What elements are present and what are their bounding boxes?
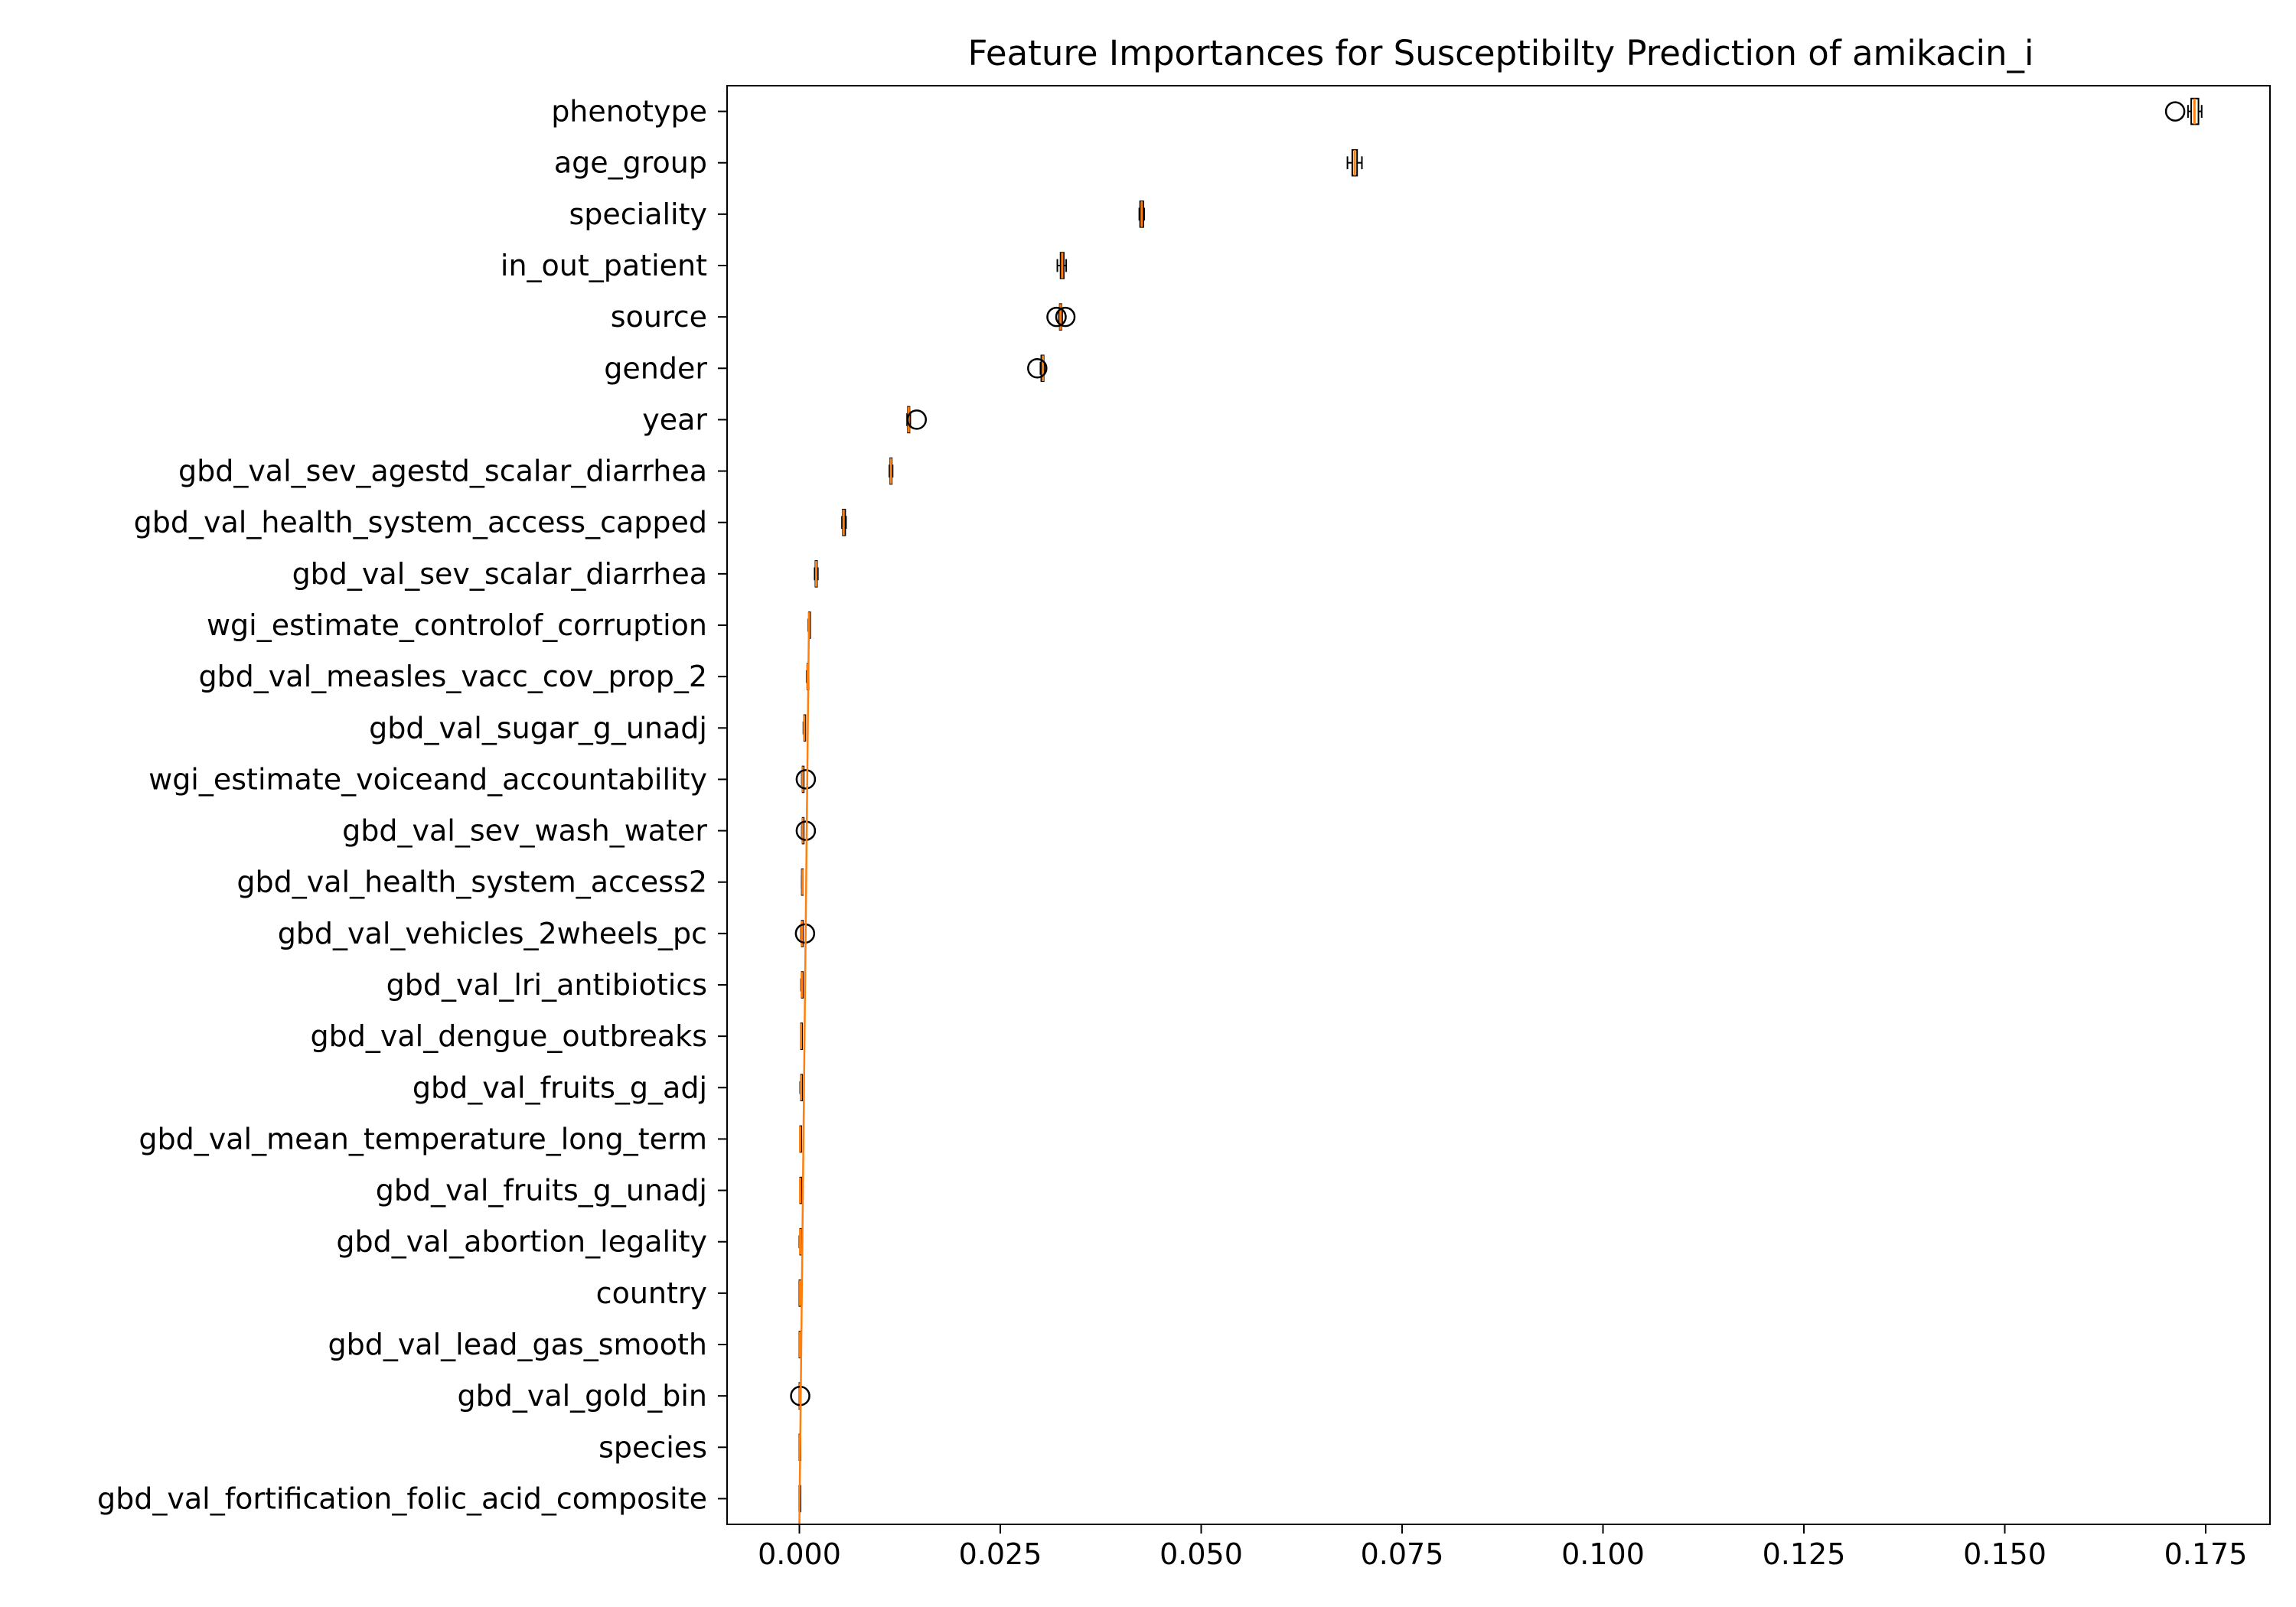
box-gbd_val_abortion_legality bbox=[798, 1227, 803, 1256]
outlier-point bbox=[1027, 358, 1048, 379]
y-tick-label: gbd_val_fruits_g_adj bbox=[413, 1071, 707, 1104]
outlier-point bbox=[906, 409, 928, 430]
x-tick-label: 0.025 bbox=[959, 1537, 1042, 1571]
box-gbd_val_health_system_access_capped bbox=[841, 508, 847, 536]
box-in_out_patient bbox=[1056, 252, 1068, 279]
box-source bbox=[1046, 303, 1076, 331]
y-tick-label: gbd_val_abortion_legality bbox=[336, 1225, 707, 1259]
y-tick-label: gbd_val_sev_agestd_scalar_diarrhea bbox=[178, 455, 707, 488]
y-tick-label: wgi_estimate_voiceand_accountability bbox=[148, 762, 707, 796]
y-tick-label: gbd_val_lri_antibiotics bbox=[386, 968, 707, 1002]
box-gbd_val_dengue_outbreaks bbox=[800, 1022, 804, 1050]
x-tick-label: 0.000 bbox=[758, 1537, 841, 1571]
box-gbd_val_fruits_g_adj bbox=[799, 1074, 804, 1102]
box-gender bbox=[1027, 354, 1048, 383]
box-gbd_val_sev_scalar_diarrhea bbox=[814, 560, 819, 588]
outlier-point bbox=[1046, 306, 1067, 328]
plot-area bbox=[790, 97, 2203, 1525]
y-tick-label: gbd_val_gold_bin bbox=[457, 1379, 707, 1413]
median-trace bbox=[798, 612, 810, 1525]
y-tick-label: gbd_val_health_system_access2 bbox=[236, 865, 707, 899]
x-tick-label: 0.175 bbox=[2164, 1537, 2248, 1571]
axes-frame bbox=[726, 85, 2271, 1525]
box-gbd_val_fruits_g_unadj bbox=[799, 1176, 803, 1204]
y-tick-label: gender bbox=[604, 351, 707, 385]
y-tick-label: gbd_val_sugar_g_unadj bbox=[369, 711, 707, 745]
y-tick-label: source bbox=[611, 300, 707, 334]
box-gbd_val_lri_antibiotics bbox=[800, 971, 804, 999]
chart-title: Feature Importances for Susceptibilty Pr… bbox=[967, 33, 2033, 73]
y-tick-label: gbd_val_health_system_access_capped bbox=[134, 506, 707, 539]
outlier-point bbox=[795, 769, 817, 790]
x-axis: 0.000 0.025 0.050 0.075 0.100 0.125 0.150 0.175 bbox=[758, 1524, 2247, 1571]
box-wgi_estimate_voiceand_accountability bbox=[795, 765, 817, 794]
y-tick-label: age_group bbox=[554, 146, 707, 180]
box-gbd_val_vehicles_2wheels_pc bbox=[794, 920, 816, 947]
y-tick-label: gbd_val_lead_gas_smooth bbox=[328, 1328, 707, 1361]
y-tick-label: phenotype bbox=[551, 95, 707, 129]
y-tick-label: gbd_val_sev_scalar_diarrhea bbox=[292, 557, 707, 591]
y-tick-label: gbd_val_measles_vacc_cov_prop_2 bbox=[198, 660, 707, 693]
box-year bbox=[906, 406, 928, 434]
box-gbd_val_mean_temperature_long_term bbox=[799, 1125, 803, 1153]
box-gbd_val_sugar_g_unadj bbox=[802, 714, 807, 742]
x-tick-label: 0.150 bbox=[1963, 1537, 2047, 1571]
box-country bbox=[798, 1279, 802, 1307]
box-age_group bbox=[1346, 148, 1363, 177]
y-tick-label: gbd_val_mean_temperature_long_term bbox=[139, 1122, 707, 1156]
x-tick-label: 0.050 bbox=[1159, 1537, 1243, 1571]
y-tick-label: country bbox=[596, 1276, 707, 1310]
box-phenotype bbox=[2164, 97, 2203, 125]
box-speciality bbox=[1138, 200, 1145, 228]
box-gbd_val_sev_agestd_scalar_diarrhea bbox=[889, 457, 894, 485]
y-tick-label: gbd_val_fortification_folic_acid_composi… bbox=[97, 1482, 707, 1515]
y-tick-label: wgi_estimate_controlof_corruption bbox=[207, 608, 707, 642]
y-tick-label: speciality bbox=[569, 197, 707, 231]
y-tick-label: year bbox=[642, 403, 707, 436]
y-tick-label: gbd_val_dengue_outbreaks bbox=[311, 1019, 707, 1053]
y-tick-label: gbd_val_vehicles_2wheels_pc bbox=[278, 917, 707, 950]
y-tick-label: gbd_val_sev_wash_water bbox=[342, 814, 707, 848]
y-axis: phenotype age_group speciality in_out_patie… bbox=[97, 95, 727, 1515]
x-tick-label: 0.125 bbox=[1763, 1537, 1846, 1571]
outlier-point bbox=[1055, 306, 1076, 328]
y-tick-label: species bbox=[598, 1430, 707, 1464]
outlier-point bbox=[2164, 101, 2186, 122]
box-gbd_val_health_system_access2 bbox=[801, 868, 804, 896]
x-tick-label: 0.075 bbox=[1361, 1537, 1444, 1571]
y-tick-label: gbd_val_fruits_g_unadj bbox=[376, 1174, 707, 1208]
box-gbd_val_sev_wash_water bbox=[795, 817, 817, 845]
y-tick-label: in_out_patient bbox=[501, 249, 707, 282]
x-tick-label: 0.100 bbox=[1561, 1537, 1645, 1571]
